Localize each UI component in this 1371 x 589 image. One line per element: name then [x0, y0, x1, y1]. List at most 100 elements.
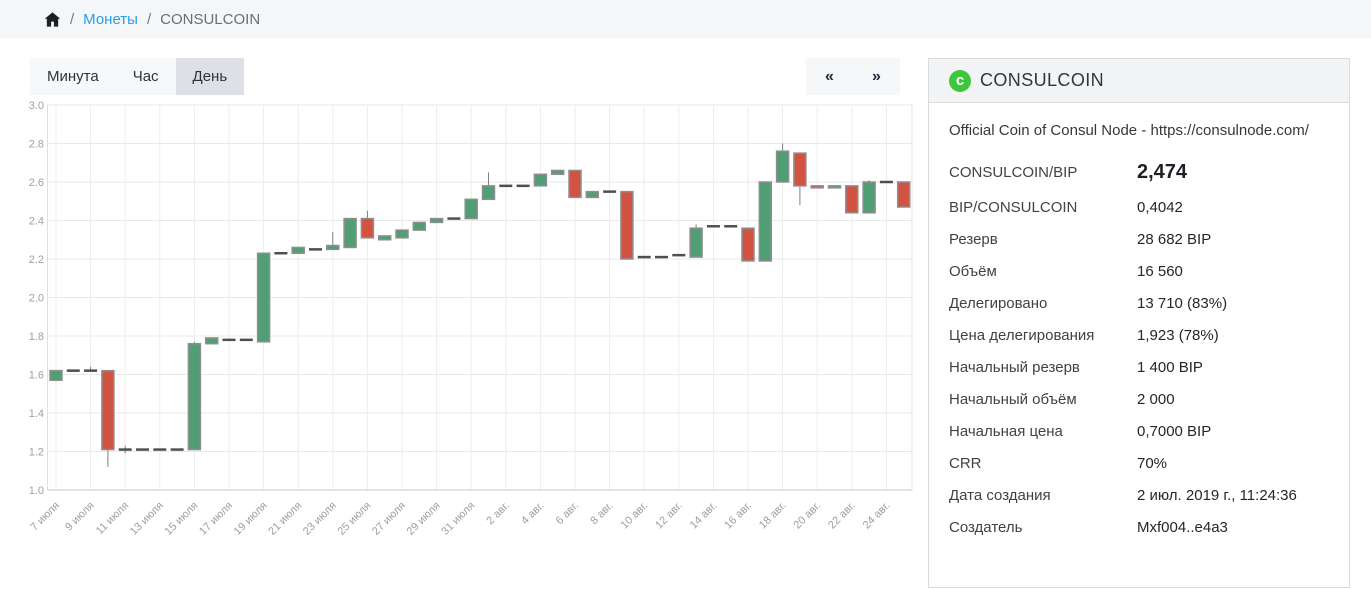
- svg-text:13 июля: 13 июля: [128, 500, 166, 538]
- candle: [429, 217, 444, 224]
- candle: [603, 190, 617, 193]
- candle: [66, 369, 80, 372]
- stat-label: Начальный резерв: [949, 358, 1080, 376]
- candle: [101, 369, 115, 467]
- stat-label: CONSULCOIN/BIP: [949, 163, 1078, 181]
- candle: [118, 445, 132, 454]
- svg-text:1.2: 1.2: [29, 447, 44, 459]
- candle: [464, 198, 478, 220]
- candle: [377, 235, 392, 241]
- svg-text:1.8: 1.8: [29, 331, 44, 343]
- breadcrumb-link-coins[interactable]: Монеты: [83, 10, 138, 28]
- candle: [256, 252, 271, 343]
- breadcrumb-current: CONSULCOIN: [160, 10, 261, 28]
- stat-row: BIP/CONSULCOIN 0,4042: [929, 191, 1349, 223]
- candle: [170, 448, 184, 451]
- chart-canvas: 3.0 2.8 2.6 2.4 2.2 2.0 1.8 1.6 1.4 1.2 1.0 7 июля 9…: [28, 100, 913, 538]
- svg-text:27 июля: 27 июля: [370, 500, 408, 538]
- candle: [222, 338, 236, 342]
- breadcrumb-separator: /: [146, 10, 152, 28]
- stat-label: Цена делегирования: [949, 326, 1095, 344]
- svg-text:16 авг.: 16 авг.: [722, 500, 754, 532]
- home-icon[interactable]: [44, 11, 61, 28]
- candle: [689, 224, 703, 258]
- candle: [810, 185, 824, 189]
- stat-label: Делегировано: [949, 294, 1048, 312]
- svg-text:12 авг.: 12 авг.: [653, 500, 685, 532]
- candle: [879, 180, 893, 184]
- creator-link[interactable]: Mxf004..e4a3: [1137, 518, 1228, 536]
- svg-text:10 авг.: 10 авг.: [619, 500, 651, 532]
- svg-text:2.6: 2.6: [29, 177, 44, 189]
- pager-prev-icon[interactable]: «: [806, 58, 853, 95]
- tab-hour[interactable]: Час: [116, 58, 176, 95]
- candle: [395, 229, 409, 239]
- svg-text:31 июля: 31 июля: [439, 500, 477, 538]
- svg-text:25 июля: 25 июля: [335, 500, 373, 538]
- candle: [533, 173, 548, 187]
- stat-label: Начальный объём: [949, 390, 1077, 408]
- candle: [481, 172, 496, 201]
- stat-value: 0,4042: [1137, 198, 1183, 216]
- candle: [274, 251, 288, 255]
- chart-pager: « »: [806, 58, 900, 95]
- stat-label: Начальная цена: [949, 422, 1063, 440]
- svg-text:23 июля: 23 июля: [301, 500, 339, 538]
- tab-minute[interactable]: Минута: [30, 58, 116, 95]
- svg-text:9 июля: 9 июля: [63, 500, 97, 534]
- svg-text:2.2: 2.2: [29, 254, 44, 266]
- breadcrumb-separator: /: [70, 10, 75, 28]
- svg-text:1.6: 1.6: [29, 370, 44, 382]
- breadcrumb: / Монеты / CONSULCOIN: [0, 0, 1371, 38]
- stat-row: Начальный резерв 1 400 BIP: [929, 351, 1349, 383]
- stat-row: Дата создания 2 июл. 2019 г., 11:24:36: [929, 479, 1349, 511]
- stat-row: Создатель Mxf004..e4a3: [929, 511, 1349, 543]
- svg-text:18 авг.: 18 авг.: [757, 500, 789, 532]
- interval-tabs: Минута Час День: [30, 58, 245, 95]
- stat-value: 70%: [1137, 454, 1168, 472]
- coin-stats: CONSULCOIN/BIP 2,474 BIP/CONSULCOIN 0,40…: [929, 147, 1349, 543]
- stat-value: 1,923 (78%): [1137, 326, 1219, 344]
- svg-text:1.0: 1.0: [29, 485, 44, 497]
- candle: [516, 184, 530, 188]
- svg-text:2 авг.: 2 авг.: [484, 500, 511, 527]
- candle: [862, 180, 876, 214]
- svg-text:2.8: 2.8: [29, 139, 44, 151]
- tab-day[interactable]: День: [175, 58, 245, 95]
- candle: [499, 184, 513, 188]
- candle: [291, 246, 305, 254]
- candle: [360, 210, 375, 239]
- stat-row: CRR 70%: [929, 447, 1349, 479]
- svg-text:17 июля: 17 июля: [197, 500, 235, 538]
- coin-panel-header: c CONSULCOIN: [929, 59, 1349, 103]
- svg-text:15 июля: 15 июля: [162, 500, 200, 538]
- stat-value: 28 682 BIP: [1137, 230, 1212, 248]
- stat-row: Резерв 28 682 BIP: [929, 223, 1349, 255]
- svg-text:20 авг.: 20 авг.: [792, 500, 824, 532]
- candle: [793, 152, 807, 206]
- coin-title: CONSULCOIN: [980, 70, 1105, 90]
- candle: [845, 185, 859, 214]
- candle: [724, 225, 738, 228]
- stat-value: 13 710 (83%): [1137, 294, 1228, 312]
- stat-value: 16 560: [1137, 262, 1183, 280]
- coin-info-panel: c CONSULCOIN Official Coin of Consul Nod…: [928, 58, 1350, 588]
- svg-text:21 июля: 21 июля: [266, 500, 304, 538]
- stat-label: CRR: [949, 454, 982, 472]
- candle: [187, 341, 202, 451]
- candle: [706, 225, 720, 228]
- candle: [568, 169, 582, 199]
- svg-text:14 авг.: 14 авг.: [688, 500, 720, 532]
- stat-value: 2 июл. 2019 г., 11:24:36: [1137, 486, 1297, 504]
- pager-next-icon[interactable]: »: [853, 58, 900, 95]
- stat-row: Объём 16 560: [929, 255, 1349, 287]
- candle: [153, 448, 167, 451]
- svg-text:11 июля: 11 июля: [94, 500, 132, 538]
- candle: [412, 221, 427, 231]
- svg-text:3.0: 3.0: [29, 100, 44, 112]
- stat-value: 2 000: [1137, 390, 1175, 408]
- candle: [637, 255, 651, 259]
- svg-text:7 июля: 7 июля: [28, 500, 62, 534]
- candle: [136, 448, 149, 451]
- candle: [827, 185, 842, 189]
